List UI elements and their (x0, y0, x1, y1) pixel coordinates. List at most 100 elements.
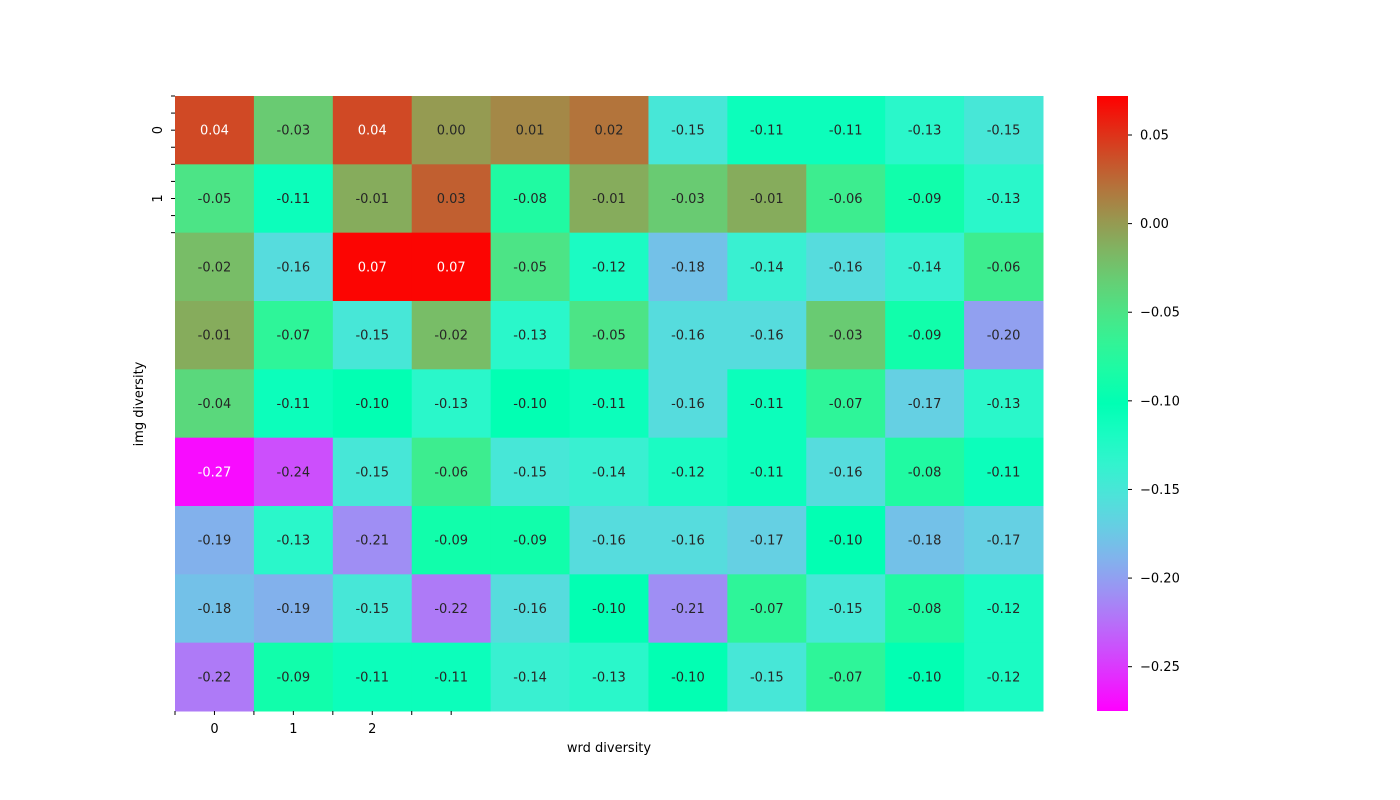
heatmap-cell (806, 301, 886, 370)
cell-value-label: -0.11 (829, 124, 863, 139)
cell-value-label: -0.11 (592, 397, 626, 412)
colorbar (1097, 96, 1128, 711)
cell-value-label: -0.17 (908, 397, 942, 412)
cell-value-label: -0.16 (592, 534, 626, 549)
cell-value-label: -0.17 (987, 534, 1021, 549)
cell-value-label: -0.15 (671, 124, 705, 139)
heatmap-cell (727, 506, 807, 575)
colorbar-tick-label: −0.10 (1140, 394, 1180, 409)
heatmap-cell (175, 164, 255, 234)
heatmap-cell (411, 301, 492, 370)
cell-value-label: -0.09 (908, 192, 942, 207)
heatmap-cell (806, 369, 886, 439)
heatmap-cell (727, 96, 807, 165)
cell-value-label: -0.20 (987, 329, 1021, 344)
cell-value-label: -0.02 (434, 329, 468, 344)
cell-value-label: -0.12 (987, 670, 1021, 685)
cell-value-label: -0.03 (671, 192, 705, 207)
heatmap-cell (175, 301, 255, 370)
cell-value-label: -0.18 (198, 602, 232, 617)
heatmap-cell (490, 164, 571, 234)
heatmap-cell (332, 232, 413, 302)
cell-value-label: -0.13 (513, 329, 547, 344)
heatmap-cell (964, 574, 1044, 644)
heatmap-cell (253, 96, 334, 165)
cell-value-label: -0.11 (355, 670, 389, 685)
heatmap-cells (175, 96, 1044, 712)
cell-value-label: -0.07 (829, 670, 863, 685)
heatmap-cell (490, 301, 571, 370)
heatmap-cell (253, 164, 334, 234)
cell-value-label: -0.13 (987, 192, 1021, 207)
heatmap-cell (964, 301, 1044, 370)
cell-value-label: -0.01 (750, 192, 784, 207)
cell-value-label: -0.15 (513, 465, 547, 480)
cell-value-label: -0.07 (829, 397, 863, 412)
heatmap-cell (332, 642, 413, 712)
heatmap-cell (569, 369, 649, 439)
cell-value-label: -0.03 (277, 124, 311, 139)
heatmap-cell (727, 574, 807, 644)
cell-value-label: -0.02 (198, 260, 232, 275)
cell-value-label: -0.01 (592, 192, 626, 207)
cell-value-label: -0.10 (829, 534, 863, 549)
heatmap-cell (648, 369, 728, 439)
cell-value-label: -0.06 (987, 260, 1021, 275)
cell-value-label: -0.16 (829, 465, 863, 480)
heatmap-cell (411, 369, 492, 439)
cell-value-label: -0.14 (750, 260, 784, 275)
heatmap-cell (885, 369, 965, 439)
colorbar-tick-label: −0.20 (1140, 572, 1180, 587)
heatmap-cell (727, 232, 807, 302)
cell-value-label: -0.11 (277, 397, 311, 412)
cell-value-label: -0.15 (829, 602, 863, 617)
cell-value-label: -0.10 (513, 397, 547, 412)
heatmap-cell (175, 642, 255, 712)
heatmap-cell (727, 437, 807, 507)
cell-value-label: -0.18 (908, 534, 942, 549)
heatmap-cell (806, 164, 886, 234)
cell-value-label: -0.14 (513, 670, 547, 685)
cell-value-label: 0.03 (437, 192, 466, 207)
heatmap-cell (885, 96, 965, 165)
cell-value-label: -0.05 (592, 329, 626, 344)
cell-value-label: -0.11 (987, 465, 1021, 480)
cell-value-label: -0.03 (829, 329, 863, 344)
heatmap-cell (727, 164, 807, 234)
heatmap-cell (332, 301, 413, 370)
colorbar-tick-label: −0.05 (1140, 306, 1180, 321)
cell-value-label: -0.04 (198, 397, 232, 412)
heatmap-cell (885, 506, 965, 575)
heatmap-cell (569, 301, 649, 370)
heatmap-cell (964, 437, 1044, 507)
cell-value-label: -0.17 (750, 534, 784, 549)
heatmap-cell (964, 96, 1044, 165)
heatmap-cell (885, 437, 965, 507)
cell-value-label: -0.10 (592, 602, 626, 617)
cell-value-label: -0.13 (908, 124, 942, 139)
cell-value-label: -0.16 (671, 397, 705, 412)
heatmap-cell (964, 232, 1044, 302)
cell-value-label: -0.11 (434, 670, 468, 685)
cell-value-label: -0.13 (987, 397, 1021, 412)
colorbar-ticks: 0.05 0.00 −0.05 −0.10 −0.15 −0.20 −0.25 (1128, 128, 1180, 675)
cell-value-label: -0.06 (829, 192, 863, 207)
cell-value-label: -0.06 (434, 465, 468, 480)
heatmap-cell (411, 437, 492, 507)
heatmap-cell (964, 506, 1044, 575)
heatmap-cell (648, 232, 728, 302)
cell-value-label: -0.16 (671, 329, 705, 344)
heatmap-cell (411, 506, 492, 575)
heatmap-cell (569, 642, 649, 712)
heatmap-cell (332, 96, 413, 165)
heatmap-cell (727, 301, 807, 370)
heatmap-cell (569, 574, 649, 644)
cell-value-label: -0.13 (592, 670, 626, 685)
y-axis-label: img diversity (132, 361, 147, 446)
heatmap-cell (806, 96, 886, 165)
heatmap-cell (569, 437, 649, 507)
cell-value-label: -0.11 (750, 124, 784, 139)
heatmap-cell (806, 506, 886, 575)
heatmap-cell (885, 232, 965, 302)
heatmap-cell (727, 642, 807, 712)
